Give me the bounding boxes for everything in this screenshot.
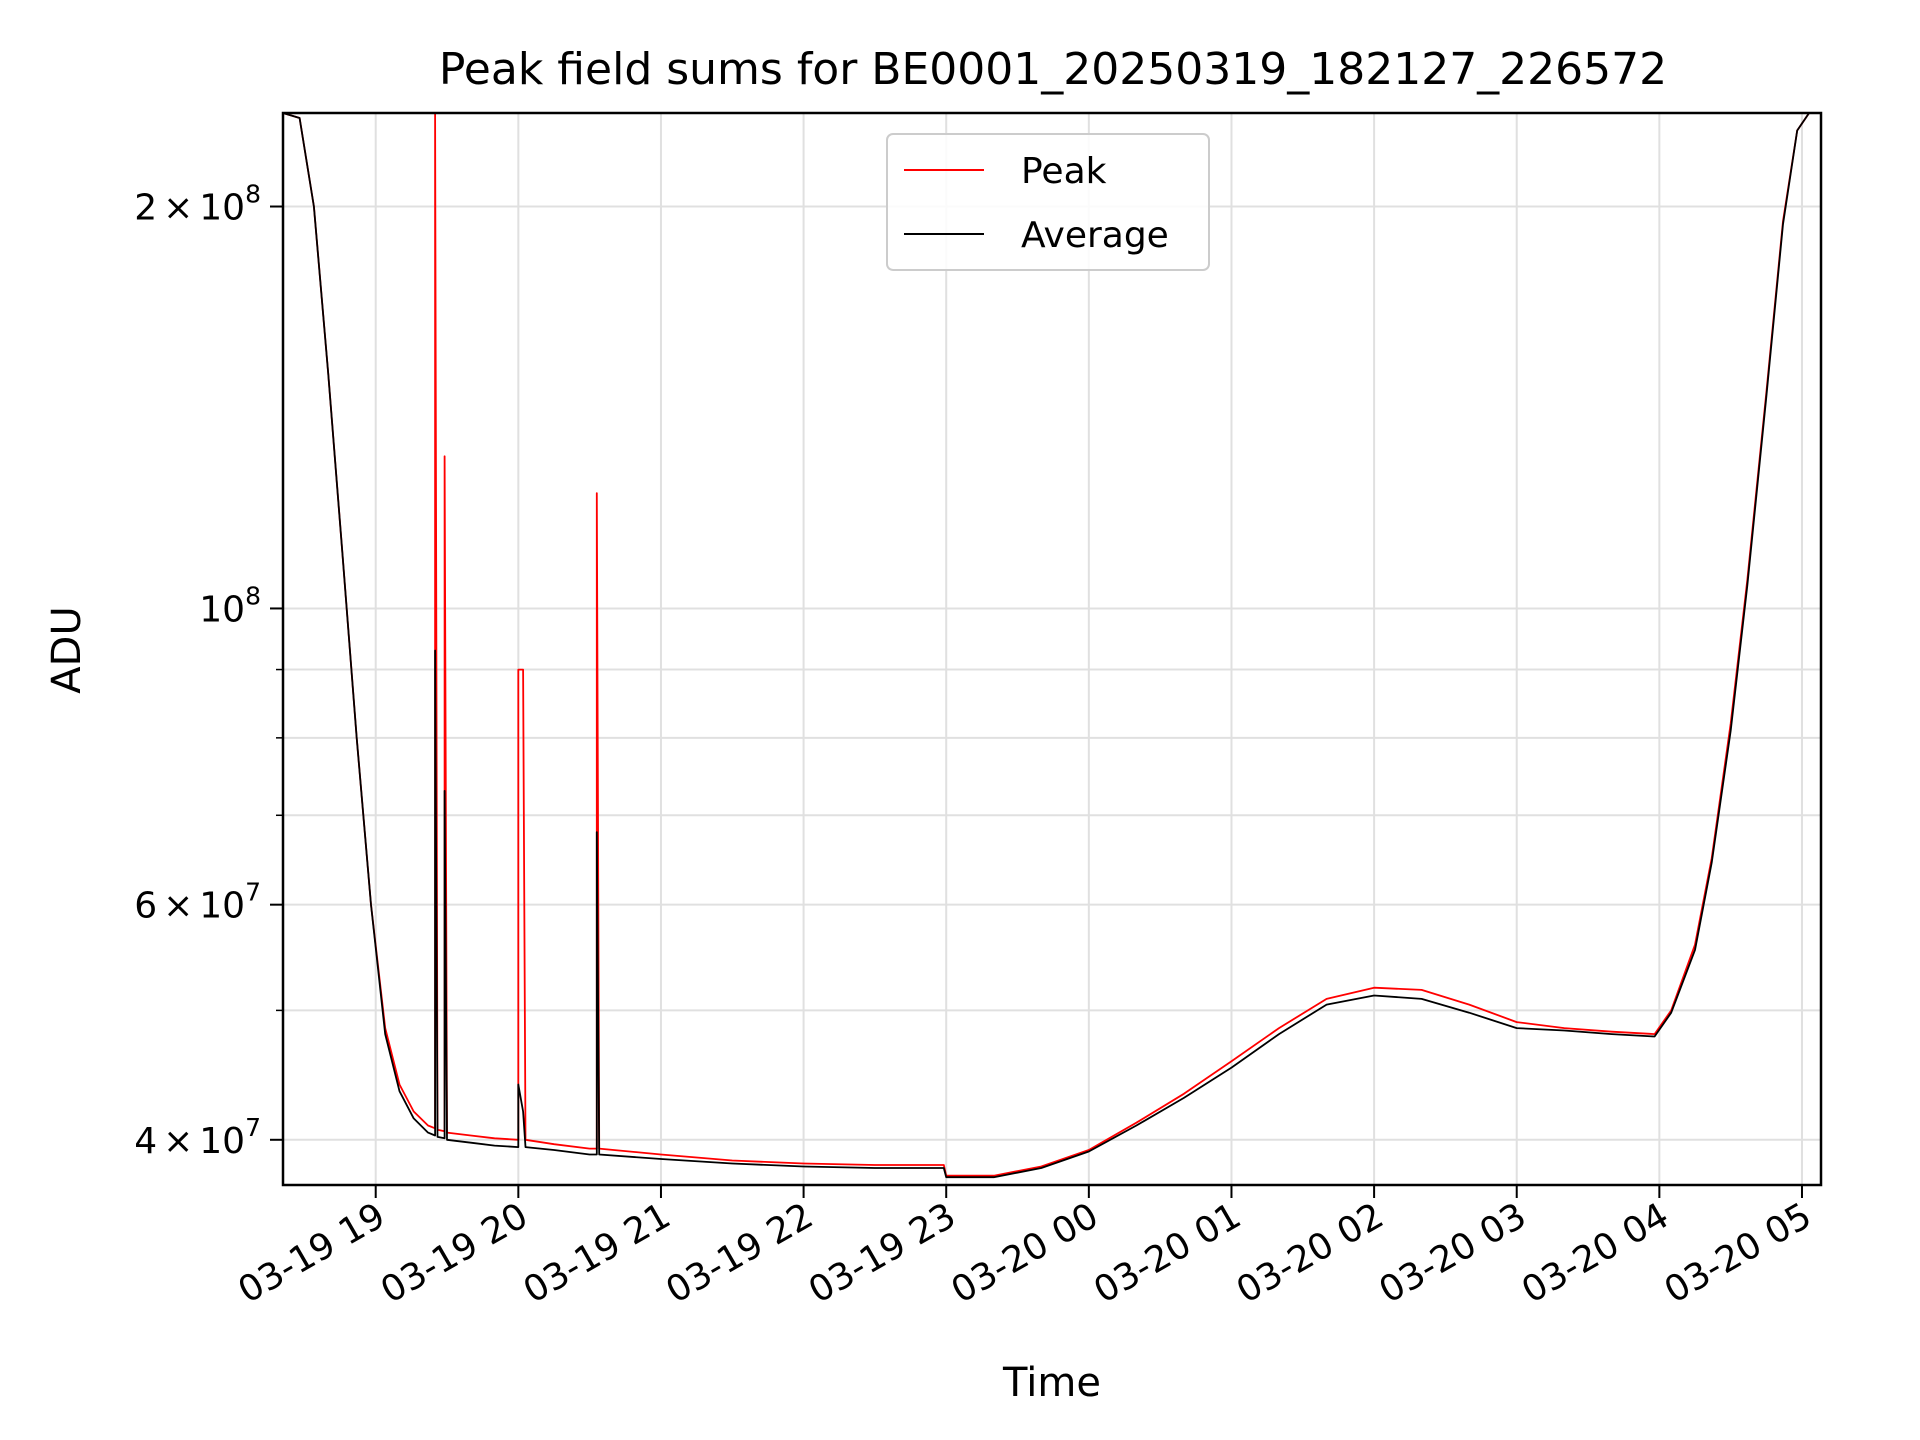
y-tick-base: 2 [134, 188, 157, 229]
x-axis-label: Time [1002, 1360, 1101, 1406]
y-tick-ten: 10 [199, 1121, 245, 1162]
y-tick-base: 4 [134, 1121, 157, 1162]
y-axis-label: ADU [44, 606, 90, 693]
y-tick-exponent: 7 [245, 1113, 261, 1142]
y-tick-label: 4 × 107 [134, 1113, 261, 1162]
y-tick-label: 108 [199, 581, 261, 630]
plot-lines [282, 112, 1821, 1179]
y-tick-times: × [163, 188, 193, 229]
y-tick-ten: 10 [199, 589, 245, 630]
y-tick-exponent: 8 [245, 581, 261, 610]
chart-title: Peak field sums for BE0001_20250319_1821… [439, 44, 1667, 95]
y-tick-times: × [163, 1121, 193, 1162]
y-tick-base: 6 [134, 886, 157, 927]
plot-frame [281, 111, 1823, 1187]
y-tick-exponent: 7 [245, 878, 261, 907]
legend-label-peak: Peak [1021, 151, 1107, 192]
y-tick-ten: 10 [199, 188, 245, 229]
series-line-peak [282, 112, 1821, 1177]
y-tick-label: 2 × 108 [134, 180, 261, 229]
y-tick-exponent: 8 [245, 180, 261, 209]
legend-label-average: Average [1021, 215, 1169, 256]
legend: Peak Average [886, 133, 1210, 271]
series-line-average [282, 112, 1821, 1179]
legend-box [886, 133, 1210, 271]
y-tick-ten: 10 [199, 886, 245, 927]
y-tick-times: × [163, 886, 193, 927]
y-tick-label: 6 × 107 [134, 878, 261, 927]
